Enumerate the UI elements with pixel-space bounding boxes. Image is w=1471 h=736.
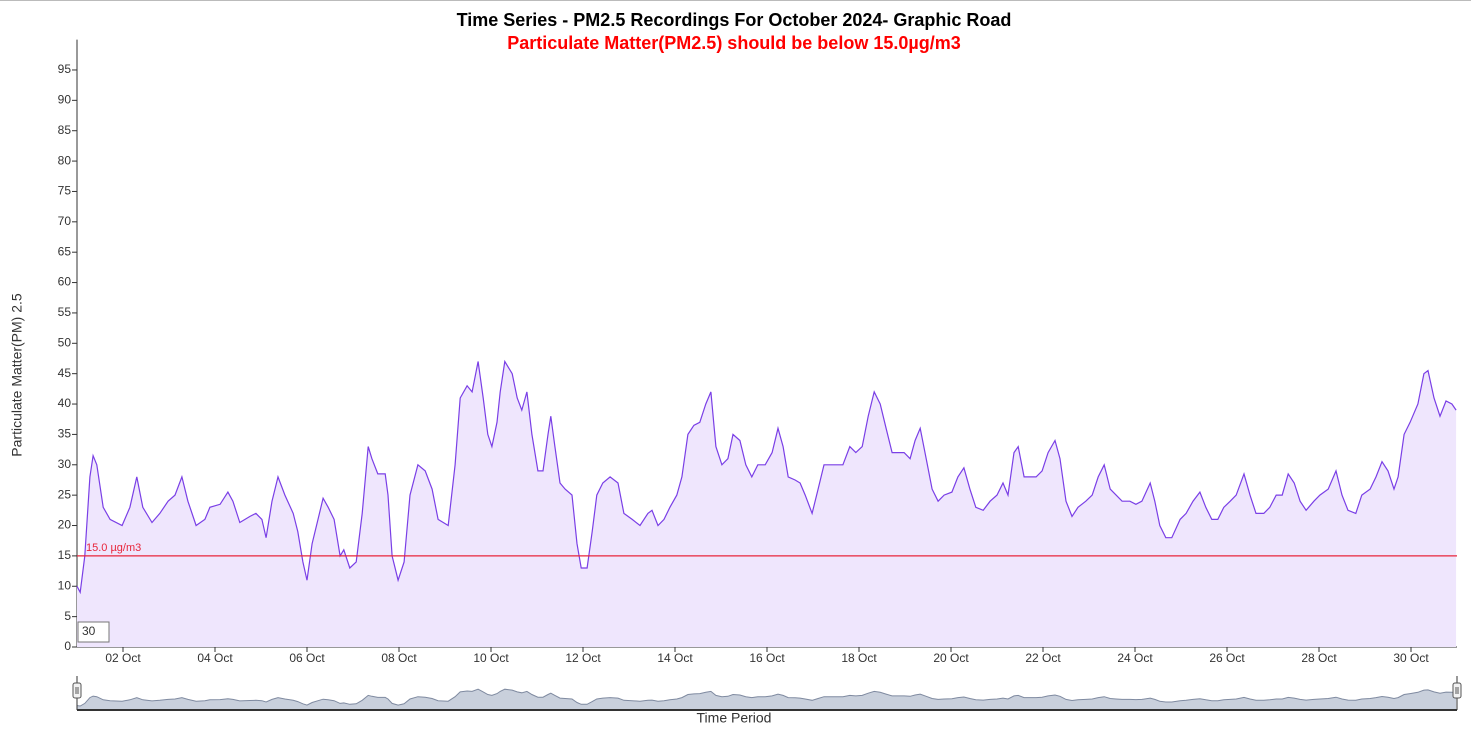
y-tick-label: 85 (58, 123, 72, 137)
y-tick-label: 75 (58, 184, 72, 198)
x-tick-label: 02 Oct (105, 651, 141, 665)
x-tick-label: 12 Oct (565, 651, 601, 665)
y-tick-label: 65 (58, 244, 72, 258)
line (76, 359, 1457, 595)
y-tick-label: 55 (58, 305, 72, 319)
y-tick-label: 30 (58, 457, 72, 471)
y-tick-label: 45 (58, 366, 72, 380)
y-tick-label: 70 (58, 214, 72, 228)
chart-subtitle: Particulate Matter(PM2.5) should be belo… (507, 33, 960, 53)
y-tick-label: 20 (58, 518, 72, 532)
x-tick-label: 14 Oct (657, 651, 693, 665)
navigator-handle[interactable] (72, 682, 82, 699)
x-tick-label: 24 Oct (1117, 651, 1153, 665)
y-tick-label: 90 (58, 93, 72, 107)
y-tick-label: 15 (58, 548, 72, 562)
y-tick-label: 95 (58, 62, 72, 76)
y-tick-label: 80 (58, 153, 72, 167)
y-tick-label: 60 (58, 275, 72, 289)
chart-title: Time Series - PM2.5 Recordings For Octob… (457, 10, 1012, 30)
y-tick-label: 40 (58, 396, 72, 410)
plot-area: 0 5 10 15 20 25 30 35 40 45 50 55 60 65 70 75 80 85 90 95 02… (58, 39, 1462, 711)
area (77, 361, 1457, 647)
x-tick-label: 26 Oct (1209, 651, 1245, 665)
y-tick-label: 5 (64, 609, 71, 623)
y-tick-label: 10 (58, 578, 72, 592)
y-tick-label: 50 (58, 335, 72, 349)
x-tick-label: 08 Oct (381, 651, 417, 665)
x-tick-label: 18 Oct (841, 651, 877, 665)
x-tick-label: 28 Oct (1301, 651, 1337, 665)
period-input-value[interactable]: 30 (82, 624, 96, 638)
x-axis-title: Time Period (697, 710, 772, 726)
y-tick-label: 0 (64, 639, 71, 653)
x-tick-label: 06 Oct (289, 651, 325, 665)
x-tick-label: 20 Oct (933, 651, 969, 665)
navigator-handle[interactable] (1452, 682, 1462, 699)
navigator-line (76, 688, 1457, 707)
x-tick-label: 22 Oct (1025, 651, 1061, 665)
y-tick-label: 35 (58, 427, 72, 441)
threshold-label: 15.0 µg/m3 (86, 542, 141, 554)
x-tick-label: 04 Oct (197, 651, 233, 665)
x-tick-label: 16 Oct (749, 651, 785, 665)
period-input[interactable] (77, 621, 110, 643)
x-tick-label: 10 Oct (473, 651, 509, 665)
navigator-area (77, 689, 1457, 710)
y-tick-label: 25 (58, 487, 72, 501)
y-axis-title: Particulate Matter(PM) 2.5 (9, 293, 25, 457)
x-tick-label: 30 Oct (1393, 651, 1429, 665)
